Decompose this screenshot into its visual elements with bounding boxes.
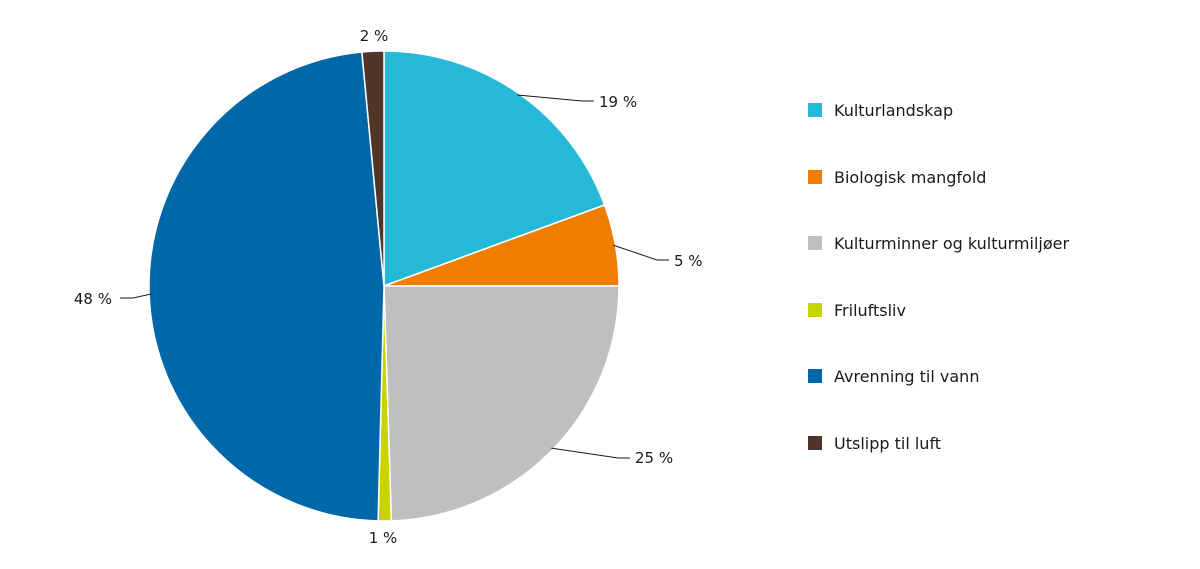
slice-percentage-label: 1 %: [369, 529, 398, 547]
legend-item-biologisk-mangfold: Biologisk mangfold: [808, 166, 986, 188]
legend-label: Kulturminner og kulturmiljøer: [834, 233, 1070, 253]
leader-line: [613, 244, 669, 261]
pie-slices: [148, 50, 620, 522]
percentage-labels: 19 % 5 % 25 % 1 % 48 % 2 %: [74, 27, 703, 547]
pie-slice-kulturminner-og-kulturmiljøer: [383, 285, 620, 522]
slice-percentage-label: 48 %: [74, 290, 112, 308]
legend-label: Biologisk mangfold: [834, 167, 987, 187]
pie-slice-kulturlandskap: [383, 50, 606, 288]
leader-lines: [120, 94, 669, 459]
legend-item-avrenning-til-vann: Avrenning til vann: [808, 365, 979, 387]
slice-percentage-label: 19 %: [599, 93, 637, 111]
legend-label: Kulturlandskap: [834, 100, 954, 120]
legend-swatch: [808, 236, 822, 250]
legend-swatch: [808, 436, 822, 450]
slice-percentage-label: 25 %: [635, 449, 673, 467]
legend-swatch: [808, 103, 822, 117]
pie-slice-utslipp-til-luft: [361, 50, 385, 287]
leader-line: [120, 293, 152, 299]
slice-percentage-label: 5 %: [674, 252, 703, 270]
legend-swatch: [808, 170, 822, 184]
slice-percentage-label: 2 %: [360, 27, 389, 45]
legend-item-friluftsliv: Friluftsliv: [808, 299, 906, 321]
legend-item-kulturlandskap: Kulturlandskap: [808, 99, 953, 121]
pie-slice-avrenning-til-vann: [148, 51, 385, 522]
legend-label: Utslipp til luft: [834, 433, 942, 453]
legend-label: Avrenning til vann: [834, 366, 980, 386]
legend-swatch: [808, 369, 822, 383]
legend-item-utslipp-til-luft: Utslipp til luft: [808, 432, 941, 454]
leader-line: [551, 447, 630, 459]
legend-label: Friluftsliv: [834, 300, 906, 320]
legend-swatch: [808, 303, 822, 317]
leader-line: [517, 94, 594, 102]
legend-item-kulturminner: Kulturminner og kulturmiljøer: [808, 232, 1069, 254]
